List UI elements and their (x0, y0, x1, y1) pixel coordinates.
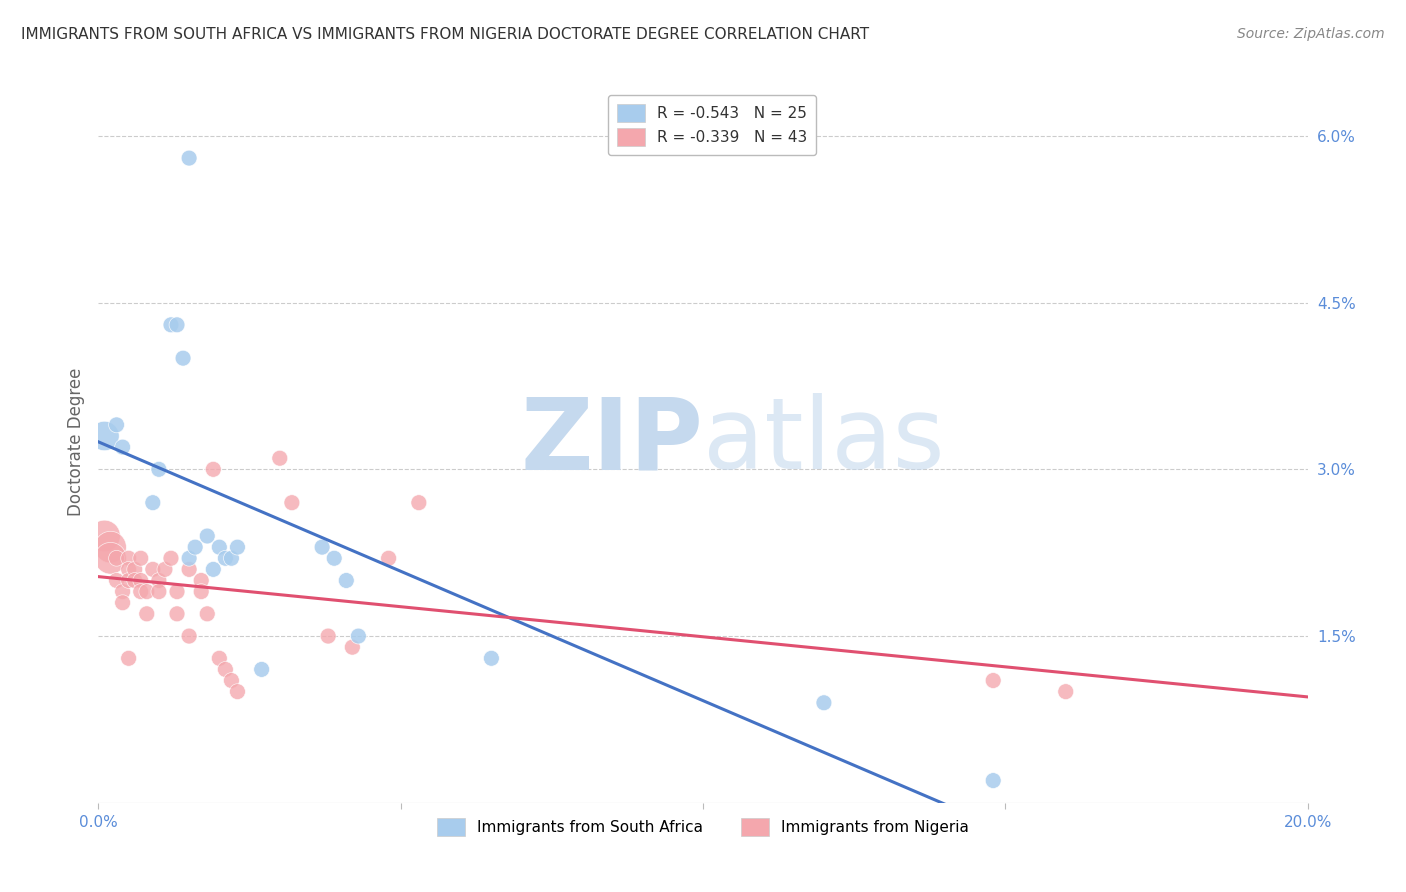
Point (281, 496, 304, 510)
Text: atlas: atlas (703, 393, 945, 490)
Point (408, 496, 430, 510)
Point (179, 151, 201, 165)
Point (111, 584, 134, 599)
Point (214, 662, 236, 676)
Point (342, 640, 364, 655)
Point (179, 562, 201, 576)
Point (153, 562, 176, 576)
Point (335, 574, 357, 588)
Text: Source: ZipAtlas.com: Source: ZipAtlas.com (1237, 27, 1385, 41)
Point (221, 551, 243, 566)
Point (142, 496, 165, 510)
Point (124, 562, 146, 576)
Point (111, 596, 134, 610)
Point (148, 584, 170, 599)
Y-axis label: Doctorate Degree: Doctorate Degree (66, 368, 84, 516)
Point (323, 551, 346, 566)
Point (377, 551, 399, 566)
Point (190, 584, 212, 599)
Point (981, 673, 1004, 688)
Text: ZIP: ZIP (520, 393, 703, 490)
Point (184, 540, 207, 554)
Point (813, 696, 835, 710)
Legend: Immigrants from South Africa, Immigrants from Nigeria: Immigrants from South Africa, Immigrants… (432, 813, 974, 842)
Point (981, 773, 1004, 788)
Point (93, 429, 115, 443)
Point (148, 574, 170, 588)
Point (135, 607, 157, 621)
Point (166, 318, 188, 332)
Point (166, 607, 188, 621)
Point (179, 629, 201, 643)
Point (214, 551, 236, 566)
Point (129, 551, 152, 566)
Point (172, 351, 194, 366)
Point (118, 574, 141, 588)
Point (226, 540, 249, 554)
Point (118, 651, 141, 665)
Point (179, 551, 201, 566)
Point (481, 651, 503, 665)
Point (100, 540, 122, 554)
Point (166, 584, 188, 599)
Point (202, 562, 225, 576)
Point (202, 462, 225, 476)
Point (190, 574, 212, 588)
Point (221, 673, 243, 688)
Point (105, 551, 128, 566)
Point (208, 540, 231, 554)
Point (226, 684, 249, 698)
Point (135, 584, 157, 599)
Point (111, 440, 134, 454)
Point (142, 562, 165, 576)
Point (105, 417, 128, 432)
Point (129, 584, 152, 599)
Point (1054, 684, 1077, 698)
Point (160, 318, 183, 332)
Point (311, 540, 333, 554)
Point (195, 529, 218, 543)
Point (118, 562, 141, 576)
Text: IMMIGRANTS FROM SOUTH AFRICA VS IMMIGRANTS FROM NIGERIA DOCTORATE DEGREE CORRELA: IMMIGRANTS FROM SOUTH AFRICA VS IMMIGRAN… (21, 27, 869, 42)
Point (160, 551, 183, 566)
Point (148, 462, 170, 476)
Point (250, 662, 273, 676)
Point (316, 629, 339, 643)
Point (347, 629, 370, 643)
Point (105, 574, 128, 588)
Point (129, 574, 152, 588)
Point (269, 451, 291, 466)
Point (118, 551, 141, 566)
Point (208, 651, 231, 665)
Point (195, 607, 218, 621)
Point (124, 574, 146, 588)
Point (100, 551, 122, 566)
Point (93, 529, 115, 543)
